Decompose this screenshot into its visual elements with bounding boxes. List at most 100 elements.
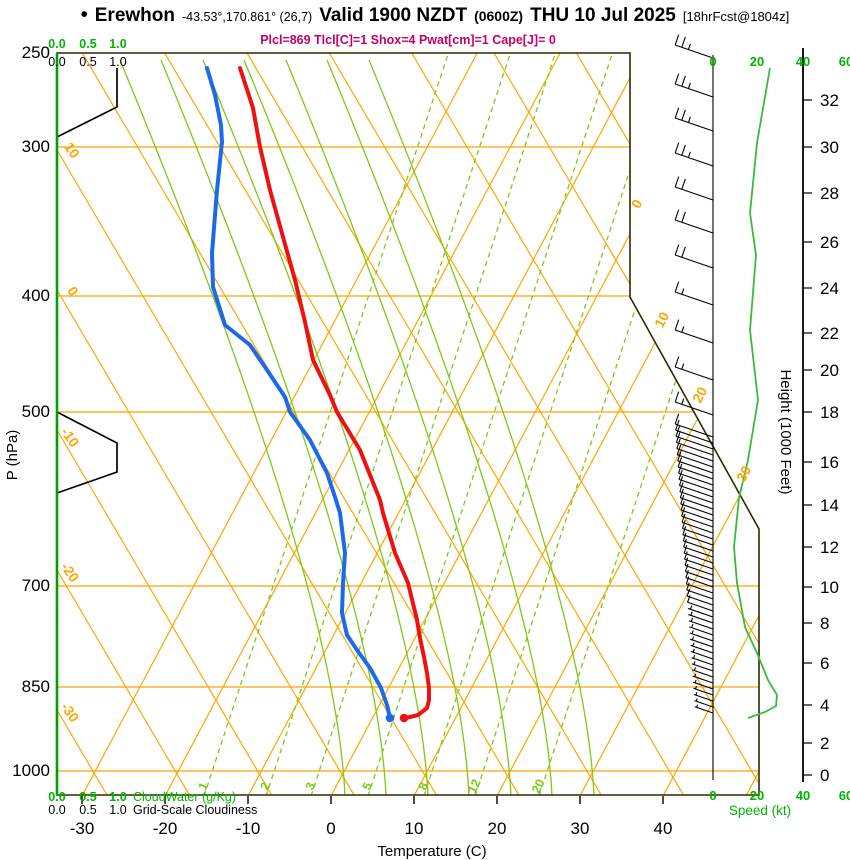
wind-barb (674, 152, 714, 167)
cloudwater-scale-top: 0.5 (79, 37, 96, 51)
height-tick-label: 2 (820, 734, 829, 753)
surface-temperature-dot (399, 713, 409, 723)
pressure-tick-label: 300 (22, 137, 50, 156)
barb-feather (685, 570, 689, 578)
mixing-ratio-line (310, 53, 561, 795)
isotherm-value-label: 10 (651, 309, 673, 330)
barb-feather (682, 526, 687, 535)
wind-barb (687, 607, 714, 618)
speed-tick-top: 60 (839, 54, 850, 69)
wind-barb (689, 638, 714, 648)
isotherm-value-label: 20 (689, 384, 711, 405)
speed-tick-top: 20 (750, 54, 764, 69)
wind-barb (688, 614, 714, 624)
dewpoint-profile-line (205, 66, 392, 720)
barb-feather (681, 211, 686, 223)
barb-feather (695, 692, 698, 696)
barb-feather (684, 563, 689, 572)
mixing-ratio-value-label: 5 (360, 780, 376, 792)
moist-adiabat-line (368, 59, 595, 795)
height-tick-label: 18 (820, 403, 839, 422)
barb-feather (674, 142, 680, 154)
barb-feather (687, 595, 691, 603)
cloudiness-scale-bottom: 0.0 (48, 803, 65, 817)
wind-barb (677, 454, 714, 468)
cloudwater-axis-title: CloudWater (g/Kg) (133, 790, 236, 804)
barb-feather (694, 679, 697, 684)
pressure-tick-label: 850 (22, 677, 50, 696)
valid-time: Valid 1900 NZDT (319, 5, 468, 26)
wind-barb (677, 466, 714, 480)
barb-feather (693, 654, 696, 659)
barb-feather (681, 326, 685, 333)
mixing-ratio-line (423, 53, 674, 795)
barb-feather (694, 673, 697, 677)
barb-feather (681, 246, 686, 258)
speed-axis-title: Speed (kt) (729, 803, 791, 818)
temp-tick-label: -30 (70, 819, 95, 838)
barb-feather (678, 463, 683, 474)
cloudiness-axis-title: Grid-Scale Cloudiness (133, 803, 257, 817)
wind-barb (674, 186, 714, 201)
wind-barb (686, 583, 714, 594)
height-tick-label: 0 (820, 766, 829, 785)
temp-tick-label: 20 (488, 819, 507, 838)
wind-barb (688, 620, 714, 630)
height-tick-label: 22 (820, 324, 839, 343)
cloudiness-scale-top: 0.0 (48, 55, 65, 69)
mixing-ratio-line (474, 53, 725, 795)
wind-barb (690, 644, 714, 654)
pressure-tick-label: 700 (22, 576, 50, 595)
barb-feather (675, 432, 681, 443)
barb-feather (684, 557, 689, 566)
wind-barb (681, 521, 714, 534)
barb-feather (681, 178, 686, 190)
pressure-tick-label: 250 (22, 43, 50, 62)
cloudiness-scale-bottom: 1.0 (109, 803, 126, 817)
barb-feather (687, 82, 691, 89)
wind-barb (683, 546, 714, 558)
wind-barb (676, 441, 714, 456)
wind-barb (681, 515, 714, 528)
temp-tick-label: 10 (405, 819, 424, 838)
barb-feather (696, 704, 699, 708)
temp-tick-label: 30 (571, 819, 590, 838)
barb-feather (690, 611, 693, 616)
barb-feather (674, 73, 680, 85)
height-tick-label: 4 (820, 696, 829, 715)
barb-feather (675, 425, 681, 437)
barb-feather (693, 667, 696, 671)
surface-dewpoint-dot (385, 713, 395, 723)
mixing-ratio-line (538, 53, 759, 795)
isotherm-line (579, 53, 759, 795)
barb-feather (681, 109, 686, 121)
barb-feather (674, 176, 680, 188)
grid-lines (57, 0, 850, 796)
cloudiness-profile (56, 68, 118, 138)
barb-feather (678, 476, 684, 486)
height-tick-label: 12 (820, 538, 839, 557)
wind-barb (691, 663, 714, 672)
barb-feather (677, 451, 682, 462)
isotherm-line (662, 53, 759, 795)
wind-barb (691, 657, 714, 666)
barb-feather (684, 551, 688, 560)
barb-feather (679, 482, 684, 492)
height-tick-label: 20 (820, 361, 839, 380)
barb-feather (691, 630, 694, 634)
station-coordinates: -43.53°,170.861° (26,7) (181, 10, 313, 24)
height-tick-label: 10 (820, 578, 839, 597)
barb-feather (676, 438, 681, 449)
cloudiness-scale-top: 1.0 (109, 55, 126, 69)
wind-barb (682, 528, 714, 540)
wind-barb (682, 534, 714, 546)
barb-feather (691, 623, 694, 628)
isotherm-line (829, 0, 850, 796)
wind-barb (694, 700, 714, 708)
barb-feather (695, 698, 698, 702)
station-name: Erewhon (94, 5, 175, 26)
wind-barb (674, 329, 714, 344)
wind-barb-column (674, 34, 714, 780)
